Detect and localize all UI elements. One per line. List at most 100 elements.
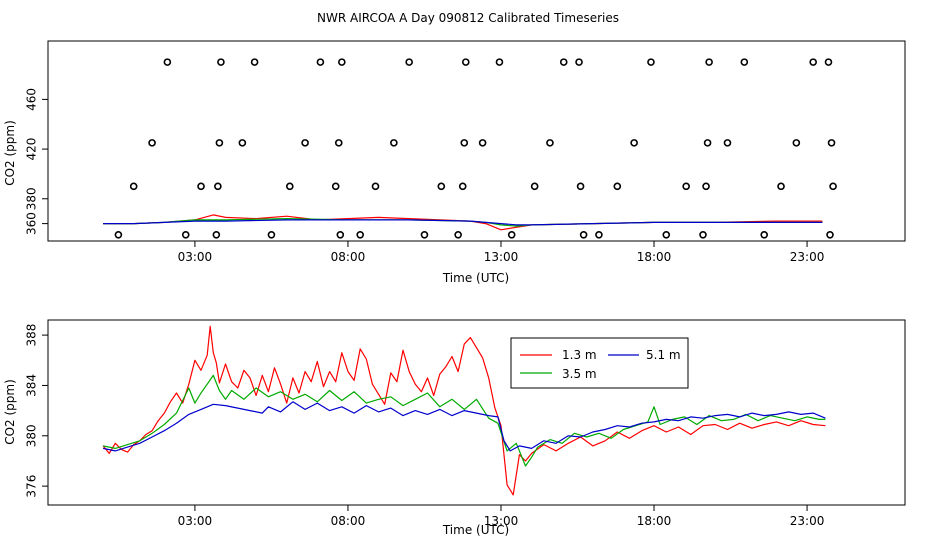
- y-tick-label: 380: [25, 187, 39, 210]
- x-tick-label: 23:00: [790, 250, 825, 264]
- calibration-point: [478, 139, 487, 147]
- calibration-point: [792, 139, 801, 147]
- calibration-point: [197, 182, 205, 191]
- calibration-point: [829, 182, 837, 191]
- calibration-point: [356, 230, 364, 239]
- series-layer: [102, 325, 826, 496]
- calibration-point: [575, 58, 583, 66]
- legend-label-1-3m: 1.3 m: [562, 348, 597, 362]
- calibration-point: [285, 182, 294, 191]
- calibration-point: [267, 230, 276, 239]
- x-axis: 03:00 08:00 13:00 18:00 23:00: [178, 505, 825, 528]
- calibration-point: [129, 182, 138, 191]
- x-tick-label: 23:00: [790, 514, 825, 528]
- calibration-point: [334, 139, 343, 147]
- plot-frame: [47, 319, 906, 506]
- calibration-point: [530, 182, 539, 191]
- series-line-3-5-m: [102, 374, 826, 467]
- x-tick-label: 03:00: [178, 250, 213, 264]
- y-axis: 376 380 384 388: [25, 324, 48, 498]
- calibration-point: [238, 139, 247, 147]
- calibration-point: [331, 182, 340, 191]
- y-axis-label: CO2 (ppm): [3, 120, 17, 186]
- calibration-point: [507, 230, 516, 239]
- bottom-panel: 03:00 08:00 13:00 18:00 23:00 376 380 384 388 T…: [3, 319, 906, 537]
- x-axis-label: Time (UTC): [442, 271, 509, 285]
- calibration-point: [613, 182, 622, 191]
- x-tick-label: 08:00: [331, 514, 366, 528]
- calibration-point: [458, 182, 467, 191]
- legend: 1.3 m 5.1 m 3.5 m: [510, 337, 689, 389]
- calibration-point: [420, 230, 429, 239]
- calibration-point: [777, 182, 785, 191]
- x-axis: 03:00 08:00 13:00 18:00 23:00: [178, 241, 825, 264]
- y-axis: 360 380 420 460: [25, 88, 48, 235]
- calibration-point: [454, 230, 462, 239]
- calibration-point: [212, 230, 221, 239]
- calibration-point: [647, 58, 655, 66]
- calibration-point: [214, 182, 222, 191]
- calibration-point: [809, 58, 817, 66]
- calibration-point: [576, 182, 585, 191]
- legend-label-3-5m: 3.5 m: [562, 367, 597, 381]
- x-tick-label: 18:00: [637, 250, 672, 264]
- x-tick-label: 13:00: [484, 250, 519, 264]
- calibration-point: [217, 58, 225, 66]
- calibration-point: [336, 230, 345, 239]
- calibration-point: [371, 182, 380, 191]
- calibration-point: [301, 139, 309, 147]
- calibration-point: [699, 230, 707, 239]
- calibration-point: [703, 139, 712, 147]
- legend-label-5-1m: 5.1 m: [646, 348, 681, 362]
- series-line-1-3-m: [102, 325, 826, 496]
- calibration-point: [827, 139, 836, 147]
- calibration-point: [559, 58, 568, 66]
- series-line-5-1-m: [103, 219, 823, 226]
- calibration-point: [723, 139, 732, 147]
- calibration-point: [148, 139, 156, 147]
- y-tick-label: 420: [25, 138, 39, 161]
- series-line-5-1-m: [102, 401, 826, 452]
- x-tick-label: 13:00: [484, 514, 519, 528]
- calibration-point: [181, 230, 190, 239]
- calibration-point: [460, 139, 469, 147]
- top-panel: 03:00 08:00 13:00 18:00 23:00 360 380 420 460 T…: [3, 40, 906, 285]
- calibration-point: [163, 58, 172, 66]
- calibration-point: [682, 182, 690, 191]
- figure-title: NWR AIRCOA A Day 090812 Calibrated Times…: [317, 11, 619, 25]
- legend-box: [510, 337, 689, 389]
- calibration-point: [824, 58, 833, 66]
- series-layer: [103, 58, 837, 239]
- calibration-point: [461, 58, 470, 66]
- x-tick-label: 08:00: [331, 250, 366, 264]
- y-tick-label: 460: [25, 88, 39, 111]
- calibration-point: [215, 139, 224, 147]
- calibration-point: [114, 230, 123, 239]
- calibration-point: [740, 58, 749, 66]
- calibration-point: [316, 58, 325, 66]
- x-axis-label: Time (UTC): [442, 523, 509, 537]
- calibration-point: [662, 230, 671, 239]
- x-tick-label: 18:00: [637, 514, 672, 528]
- plot-frame: [47, 40, 906, 242]
- y-tick-label: 376: [25, 475, 39, 498]
- calibration-point: [760, 230, 769, 239]
- calibration-point: [250, 58, 259, 66]
- calibration-point: [705, 58, 713, 66]
- calibration-point: [546, 139, 554, 147]
- calibration-point: [437, 182, 446, 191]
- y-axis-label: CO2 (ppm): [3, 379, 17, 445]
- calibration-point: [826, 230, 834, 239]
- y-tick-label: 384: [25, 374, 39, 397]
- x-tick-label: 03:00: [178, 514, 213, 528]
- y-tick-label: 360: [25, 212, 39, 235]
- y-tick-label: 380: [25, 424, 39, 447]
- calibration-point: [595, 230, 603, 239]
- calibration-point: [338, 58, 346, 66]
- calibration-point: [405, 58, 413, 66]
- y-tick-label: 388: [25, 324, 39, 347]
- calibration-point: [579, 230, 588, 239]
- calibration-point: [702, 182, 710, 191]
- calibration-point: [495, 58, 504, 66]
